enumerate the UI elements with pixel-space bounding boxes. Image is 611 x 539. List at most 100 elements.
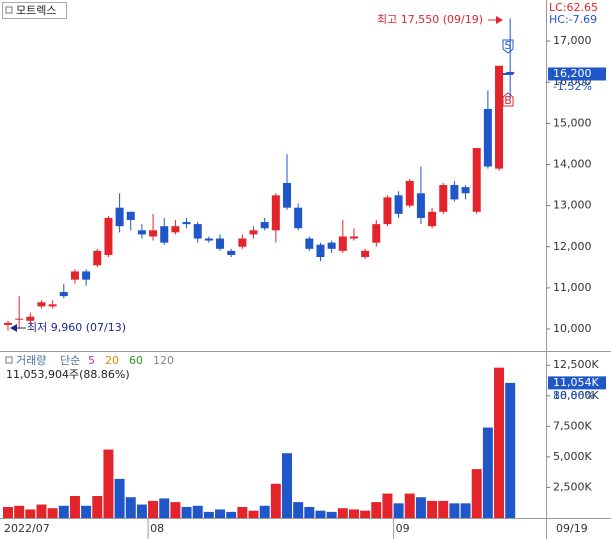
ma-legend: 120 <box>153 354 174 367</box>
volume-bar <box>404 493 415 518</box>
volume-bar <box>371 502 382 518</box>
high-arrow-head <box>496 16 503 24</box>
candle-body <box>495 65 504 169</box>
y-tick-label: 15,000 <box>553 116 592 129</box>
candle-body <box>204 238 213 241</box>
volume-bar <box>494 367 505 518</box>
candle-body <box>327 242 336 249</box>
ma-type: 단순 <box>60 354 80 367</box>
plot: 17,00016,00015,00014,00013,00012,00011,0… <box>3 18 606 539</box>
volume-bar <box>203 511 214 518</box>
volume-bar <box>293 502 304 518</box>
last-volume-box <box>548 376 606 390</box>
candle-body <box>115 207 124 227</box>
x-tick-label: 09 <box>396 522 410 535</box>
title-box <box>2 2 67 19</box>
y-tick-label: 12,000 <box>553 240 592 253</box>
candle-body <box>48 304 57 307</box>
volume-bar <box>393 503 404 518</box>
candle-body <box>104 217 113 255</box>
candle-body <box>305 238 314 249</box>
volume-summary: 11,053,904주(88.86%) <box>6 368 130 381</box>
last-price-box <box>548 67 606 81</box>
candle-body <box>249 230 258 235</box>
candle-body <box>316 244 325 258</box>
volume-bar <box>348 509 359 518</box>
volume-bar <box>47 508 58 518</box>
candle-body <box>483 108 492 167</box>
candle-body <box>37 302 46 307</box>
lc-label: LC:62.65 <box>549 1 598 14</box>
volume-ratio: 88.86% <box>553 389 595 402</box>
volume-bar <box>215 509 226 518</box>
candle-body <box>193 224 202 239</box>
y-tick-label: 17,000 <box>553 34 592 47</box>
candle-body <box>137 230 146 235</box>
last-price-label: 16,200 <box>553 67 592 80</box>
candle-body <box>361 250 370 258</box>
volume-bar <box>415 497 426 518</box>
volume-bar <box>259 505 270 518</box>
ma-legend: 5 <box>88 354 95 367</box>
candle-body <box>416 193 425 218</box>
hc-label: HC:-7.69 <box>549 13 597 26</box>
volume-bar <box>69 496 80 518</box>
volume-bar <box>360 510 371 518</box>
volume-bar <box>92 496 103 518</box>
x-tick-label: 08 <box>150 522 164 535</box>
volume-bar <box>237 507 248 518</box>
volume-bar <box>382 493 393 518</box>
change-label: -1.52% <box>553 80 592 93</box>
candle-body <box>216 238 225 249</box>
chart-title: 모트렉스 <box>16 4 56 17</box>
volume-bar <box>103 449 114 518</box>
volume-bar <box>282 453 292 518</box>
candle-body <box>149 230 158 237</box>
volume-bar <box>248 510 259 518</box>
current-date: 09/19 <box>556 522 588 535</box>
candle-body <box>271 195 280 231</box>
volume-tick-label: 5,000K <box>553 450 592 463</box>
candle-body <box>59 292 68 297</box>
volume-bar <box>438 500 449 518</box>
candle-body <box>238 238 247 247</box>
volume-bar <box>226 511 237 518</box>
ma-legend: 60 <box>129 354 143 367</box>
sell-marker-text: S <box>505 39 512 52</box>
candle-body <box>405 180 414 206</box>
volume-bar <box>427 500 438 518</box>
volume-bar <box>270 483 281 518</box>
candle-body <box>15 318 24 320</box>
volume-bar <box>36 504 47 518</box>
volume-icon <box>5 356 13 364</box>
volume-bar <box>471 469 482 518</box>
candle-body <box>26 316 35 321</box>
volume-bar <box>337 508 348 518</box>
candle-body <box>439 185 448 212</box>
candle-body <box>160 226 169 243</box>
volume-bar <box>315 510 326 518</box>
volume-bar <box>58 505 69 518</box>
volume-tick-label: 12,500K <box>553 358 599 371</box>
candle-body <box>450 185 459 200</box>
candle-body <box>126 211 135 221</box>
ma-legend: 20 <box>105 354 119 367</box>
volume-bar <box>505 382 516 518</box>
candle-body <box>506 71 515 74</box>
y-tick-label: 11,000 <box>553 281 592 294</box>
candle-body <box>82 271 91 280</box>
candle-body <box>428 211 437 227</box>
volume-bar <box>14 505 25 518</box>
volume-tick-label: 10,000K <box>553 389 599 402</box>
last-volume-label: 11,054K <box>553 376 599 389</box>
candle-body <box>227 250 236 255</box>
candle-body <box>349 236 358 239</box>
volume-bar <box>159 498 170 518</box>
volume-bar <box>125 497 136 518</box>
low-label: 최저 9,960 (07/13) <box>27 321 126 334</box>
candle-body <box>70 271 79 280</box>
volume-tick-label: 7,500K <box>553 419 592 432</box>
y-tick-label: 13,000 <box>553 199 592 212</box>
